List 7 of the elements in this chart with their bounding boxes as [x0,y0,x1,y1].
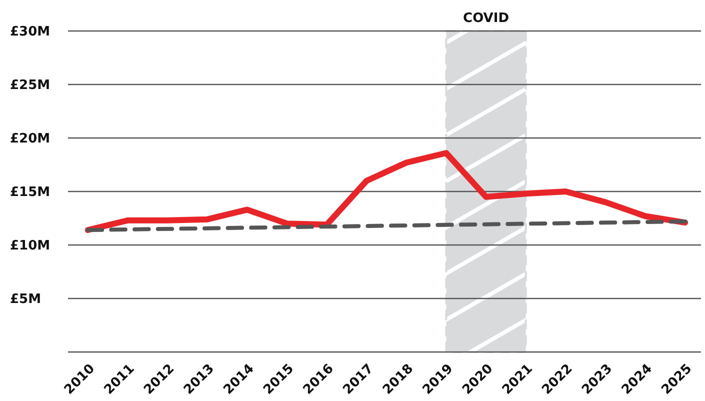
y-tick-label: £20M [10,132,50,147]
y-tick-label: £10M [10,238,50,254]
band-label: COVID [463,11,510,26]
y-tick-label: £5M [10,292,42,308]
y-tick-label: £30M [10,24,50,40]
y-tick-label: £15M [10,185,50,200]
y-tick-label: £25M [10,78,50,94]
